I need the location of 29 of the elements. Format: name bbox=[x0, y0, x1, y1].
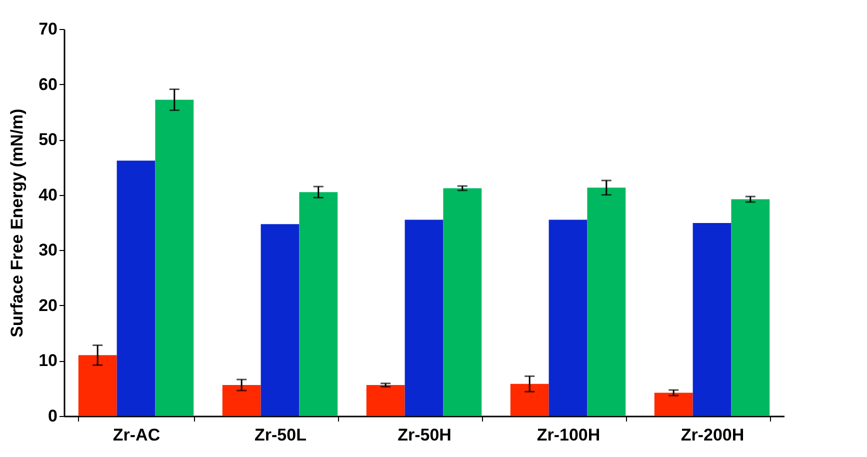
x-tick-label: Zr-50L bbox=[254, 426, 306, 444]
bar bbox=[692, 223, 732, 416]
x-tick-label: Zr-50H bbox=[398, 426, 452, 444]
bar bbox=[548, 220, 588, 416]
bar bbox=[78, 355, 117, 416]
bar bbox=[443, 188, 482, 416]
y-tick-label: 70 bbox=[38, 20, 58, 38]
bar bbox=[222, 385, 261, 416]
bar bbox=[731, 199, 770, 416]
bar bbox=[404, 220, 444, 416]
bar bbox=[260, 224, 300, 416]
y-tick-label: 0 bbox=[48, 406, 58, 426]
y-tick-label: 40 bbox=[38, 185, 58, 204]
x-tick-label: Zr-200H bbox=[680, 426, 744, 444]
bar bbox=[587, 188, 626, 416]
x-tick-label: Zr-100H bbox=[536, 426, 600, 444]
y-tick-label: 20 bbox=[38, 296, 58, 315]
y-tick-label: 10 bbox=[38, 351, 58, 370]
y-axis-title: Surface Free Energy (mN/m) bbox=[8, 108, 27, 338]
bar bbox=[116, 160, 156, 416]
bar bbox=[366, 385, 405, 416]
bar bbox=[155, 100, 194, 416]
bar bbox=[654, 392, 693, 416]
x-tick-label: Zr-AC bbox=[112, 426, 160, 444]
bar bbox=[299, 192, 338, 416]
y-tick-label: 30 bbox=[38, 240, 58, 260]
bar bbox=[510, 384, 549, 416]
y-tick-label: 60 bbox=[38, 74, 58, 94]
y-tick-label: 50 bbox=[38, 130, 58, 150]
